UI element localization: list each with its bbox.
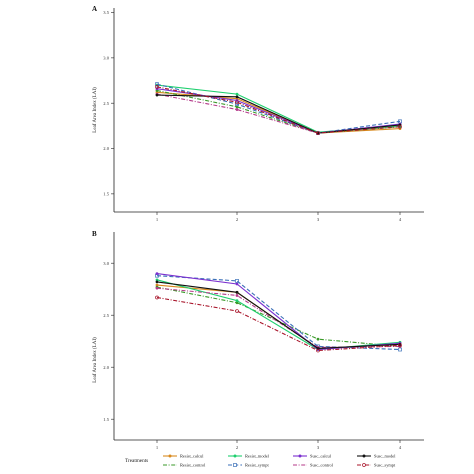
legend-item-susc-model: Susc_model [357, 454, 396, 459]
point-resist-control [316, 337, 320, 341]
legend-marker [233, 463, 237, 467]
point-resist-sympt [398, 347, 402, 352]
panel-b-label: B [92, 230, 97, 238]
x-tick-label: 3 [317, 217, 320, 222]
legend-marker [233, 454, 237, 458]
series-line-resist-sympt [156, 83, 401, 134]
y-tick-label: 3.0 [103, 55, 109, 60]
point-resist-model [235, 299, 239, 303]
point-susc-control [155, 286, 159, 290]
x-tick-label: 2 [236, 445, 239, 450]
x-tick-label: 2 [236, 217, 239, 222]
legend-item-susc-control: Susc_control [293, 463, 334, 468]
series-line-resist-control [156, 286, 401, 347]
point-susc-control [398, 345, 402, 348]
y-tick-label: 2.0 [103, 146, 109, 151]
x-tick-label: 4 [399, 217, 402, 222]
panel-b-series [155, 272, 402, 353]
point-susc-calcul [155, 272, 159, 275]
point-resist-control [235, 301, 239, 305]
point-susc-sympt [316, 131, 320, 135]
legend-item-susc-calcul: Susc_calcul [293, 454, 332, 459]
point-susc-model [155, 280, 159, 284]
point-resist-model [155, 278, 159, 282]
y-tick-label: 2.5 [103, 101, 109, 106]
panel-b-y-label: Leaf Area Index (LAI) [93, 337, 98, 383]
point-susc-sympt [316, 348, 320, 353]
legend-marker [362, 463, 366, 467]
series-line-resist-control [156, 89, 401, 134]
point-susc-sympt [398, 343, 402, 348]
series-line-susc-model [156, 94, 401, 134]
y-tick-label: 2.0 [103, 365, 109, 370]
legend-marker [168, 454, 172, 458]
y-tick-label: 2.5 [103, 313, 109, 318]
y-tick-label: 1.5 [103, 191, 109, 196]
legend-item-resist-sympt: Resist_sympt [228, 463, 269, 468]
x-tick-label: 3 [317, 445, 320, 450]
point-resist-model [235, 92, 239, 96]
panel-a-y-label: Leaf Area Index (LAI) [93, 87, 98, 133]
legend-label: Susc_calcul [310, 454, 332, 459]
legend-label: Susc_sympt [374, 463, 396, 468]
point-susc-model [155, 93, 159, 97]
point-resist-sympt [235, 279, 239, 283]
legend-label: Resist_control [180, 463, 206, 468]
panel-a-ticks: 1.5 2.0 2.5 3.0 3.5 1 2 3 4 [103, 10, 402, 222]
x-tick-label: 1 [156, 445, 159, 450]
legend-item-resist-calcul: Resist_calcul [163, 454, 204, 459]
series-line-susc-calcul [156, 273, 401, 351]
point-susc-model [398, 342, 402, 346]
point-susc-calcul [235, 282, 239, 286]
legend-item-susc-sympt: Susc_sympt [357, 463, 396, 468]
legend-items: Resist_calcul Resist_control Resist_model R… [163, 454, 396, 468]
point-susc-control [235, 294, 239, 297]
series-line-susc-model [156, 281, 401, 350]
legend-marker [298, 454, 302, 458]
point-susc-sympt [155, 295, 159, 300]
series-line-susc-sympt [156, 296, 401, 352]
point-susc-model [235, 290, 239, 294]
panel-b-ticks: 1.5 2.0 2.5 3.0 1 2 3 4 [103, 261, 402, 450]
legend-marker [362, 454, 366, 458]
panel-a-label: A [92, 5, 97, 13]
point-susc-control [235, 108, 239, 111]
legend: Treatments Resist_calculResist_controlRe… [125, 454, 396, 468]
legend-label: Resist_sympt [245, 463, 269, 468]
series-line-resist-calcul [156, 284, 401, 350]
panel-a: A Leaf Area Index (LAI) 1.52.02.53.03.51… [92, 5, 424, 222]
legend-label: Susc_model [374, 454, 396, 459]
point-susc-sympt [155, 85, 159, 89]
x-tick-label: 4 [399, 445, 402, 450]
panel-b: B Leaf Area Index (LAI) 1.5 2.0 2.5 3.0 1 2 3 4 [92, 230, 424, 450]
point-susc-sympt [235, 309, 239, 313]
legend-item-resist-model: Resist_model [228, 454, 270, 459]
x-tick-label: 1 [156, 217, 159, 222]
y-tick-label: 3.0 [103, 261, 109, 266]
legend-title: Treatments [125, 458, 148, 464]
legend-label: Resist_calcul [180, 454, 204, 459]
series-line-resist-model [156, 84, 401, 133]
panel-a-series [155, 82, 402, 135]
legend-label: Susc_control [310, 463, 334, 468]
y-tick-label: 1.5 [103, 417, 109, 422]
point-susc-model [235, 95, 239, 99]
y-tick-label: 3.5 [103, 10, 109, 15]
legend-label: Resist_model [245, 454, 270, 459]
point-susc-sympt [398, 124, 402, 129]
point-susc-sympt [235, 100, 239, 105]
series-line-susc-sympt [156, 86, 401, 134]
point-resist-calcul [155, 283, 159, 287]
point-resist-control [235, 105, 239, 109]
legend-item-resist-control: Resist_control [163, 463, 206, 468]
point-resist-sympt [235, 102, 239, 106]
